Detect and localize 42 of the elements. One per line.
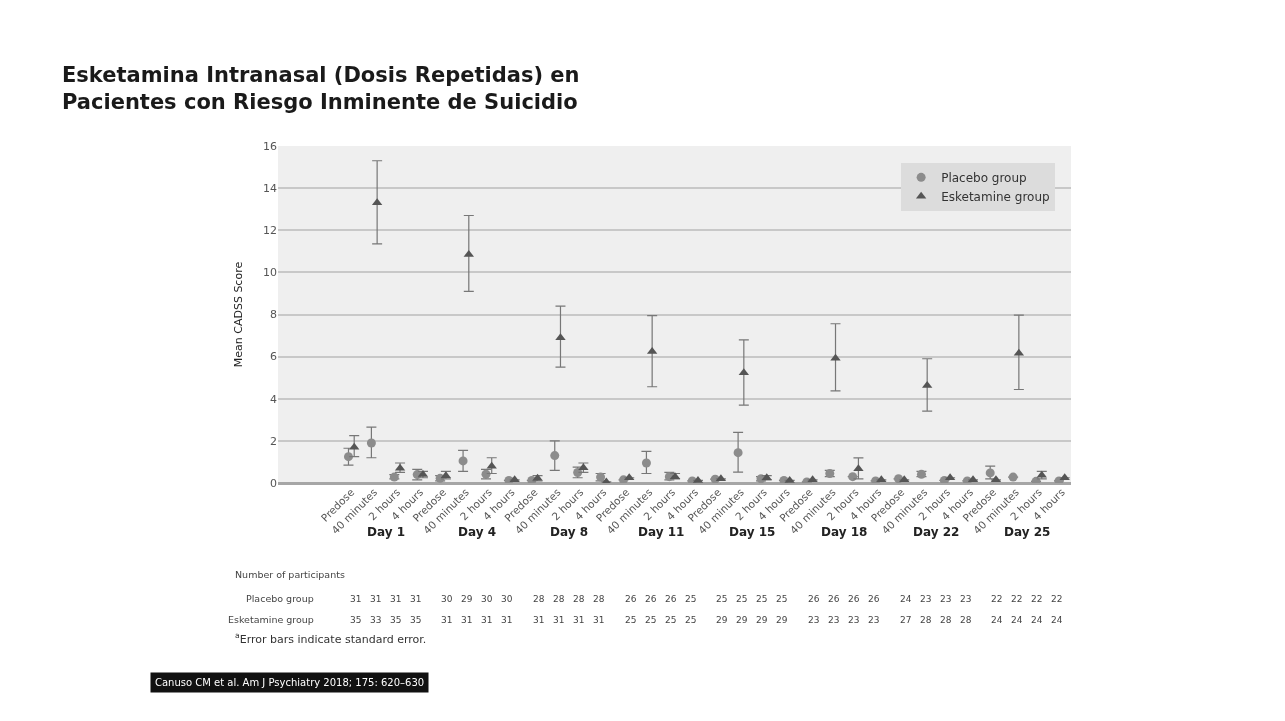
text: 23 23 23 23 — [808, 615, 880, 625]
y-tick-label: 12 — [263, 224, 277, 238]
y-tick-label: 6 — [270, 350, 277, 364]
text: 28 28 28 28 — [533, 594, 605, 604]
legend-label: Placebo group — [941, 171, 1027, 186]
text: Day 4 — [458, 525, 497, 539]
text: 26 26 26 25 — [625, 594, 697, 604]
text: Day 22 — [913, 525, 960, 539]
y-tick-label: 0 — [270, 476, 277, 490]
chart-title: Esketamina Intranasal (Dosis Repetidas) en Pacientes con Riesgo Inminente de Suicidio — [62, 63, 580, 115]
text: Day 1 — [367, 525, 406, 539]
y-tick-label: 8 — [270, 308, 277, 322]
text: 30 29 30 30 — [441, 594, 513, 604]
text: Number of participants — [235, 569, 345, 580]
y-axis-title: Mean CADSS Score — [231, 261, 245, 368]
text: Esketamine group — [228, 614, 314, 625]
text: 24 24 24 24 — [991, 615, 1063, 625]
text: 27 28 28 28 — [900, 615, 972, 625]
y-tick-label: 10 — [263, 266, 277, 280]
text: 29 29 29 29 — [716, 615, 788, 625]
text: Day 18 — [821, 525, 868, 539]
y-tick-label: 4 — [270, 392, 277, 406]
text: 22 22 22 22 — [991, 594, 1063, 604]
y-tick-label: 16 — [263, 139, 277, 153]
text: 25 25 25 25 — [625, 615, 697, 625]
legend-label: Esketamine group — [941, 190, 1050, 205]
text: 31 31 31 31 — [441, 615, 513, 625]
text: 24 23 23 23 — [900, 594, 972, 604]
text: 31 31 31 31 — [533, 615, 605, 625]
text: Day 11 — [638, 525, 685, 539]
text: Placebo group — [246, 593, 314, 604]
text: 25 25 25 25 — [716, 594, 788, 604]
y-tick-label: 2 — [270, 434, 277, 448]
text: 35 33 35 35 — [350, 615, 422, 625]
text: $^{a}$Error bars indicate standard error. — [235, 631, 427, 646]
y-tick-label: 14 — [263, 181, 277, 195]
text: Canuso CM et al. Am J Psychiatry 2018; 175: 620–630 — [155, 677, 425, 688]
text: 31 31 31 31 — [350, 594, 422, 604]
text: Day 8 — [550, 525, 589, 539]
text: 26 26 26 26 — [808, 594, 880, 604]
text: Day 15 — [729, 525, 776, 539]
text: Day 25 — [1004, 525, 1051, 539]
